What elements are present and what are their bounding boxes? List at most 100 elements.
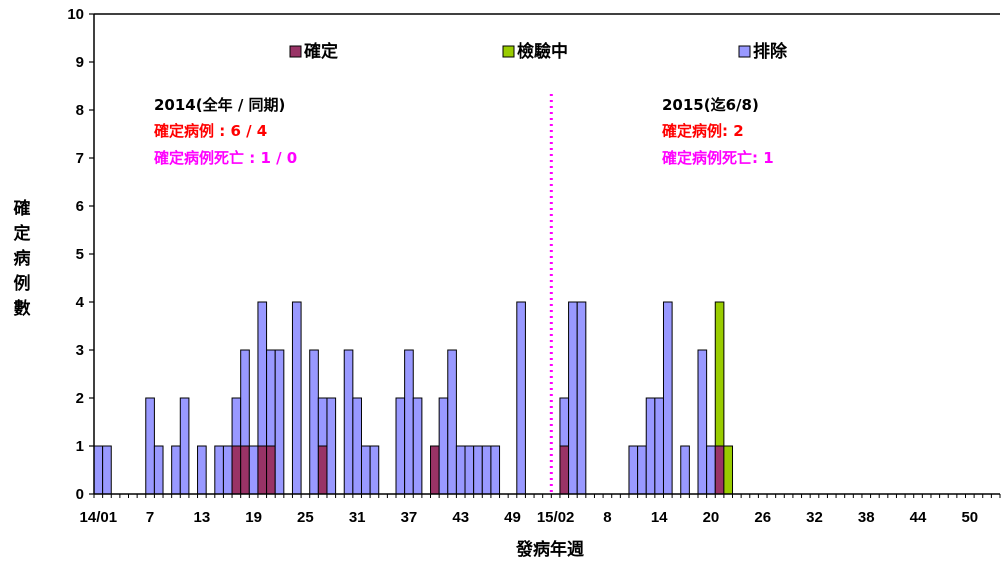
annotation-2014: 2014(全年 / 同期) 確定病例 : 6 / 4 確定病例死亡 : 1 / … <box>153 96 297 167</box>
y-tick-label: 4 <box>76 294 85 311</box>
bar-2015-w14-2 <box>662 301 673 495</box>
y-axis-title: 確定病例數 <box>14 198 31 319</box>
bar-2014-w46-2 <box>481 445 492 495</box>
bar-2014-w26-2 <box>309 349 319 495</box>
x-tick-label: 31 <box>349 509 366 526</box>
bar-2014-w20-0 <box>257 445 268 495</box>
bar-2014-w32-2 <box>360 445 371 495</box>
bar-2014-w16-2 <box>222 445 233 495</box>
bar-2015-w13-2 <box>654 397 664 495</box>
legend-label-confirmed: 確定 <box>304 41 338 62</box>
y-tick-labels: 0 1 2 3 4 5 6 7 8 9 10 <box>67 6 84 503</box>
bar-2014-w18-0 <box>240 445 250 495</box>
bar-2014-w17-2 <box>231 397 242 447</box>
annotation-2014-deaths: 確定病例死亡 : 1 / 0 <box>153 149 297 167</box>
bars-layer <box>93 301 734 495</box>
bar-2015-w16-2 <box>680 445 690 495</box>
legend-swatch-testing <box>502 45 515 58</box>
y-axis-title-char: 病 <box>14 248 31 269</box>
bar-2014-w38-2 <box>412 397 423 495</box>
y-tick-label: 9 <box>76 54 84 71</box>
bar-2015-w2-0 <box>559 445 570 495</box>
bar-2014-w47-2 <box>490 445 501 495</box>
bar-2014-w2-2 <box>102 445 112 495</box>
bar-2014-w18-2 <box>240 349 250 447</box>
bar-2015-w20-0 <box>714 445 725 495</box>
bar-2015-w2-2 <box>559 397 570 447</box>
bar-2014-w15-2 <box>214 445 224 495</box>
bar-2014-w1-2 <box>93 445 104 495</box>
bar-2014-w7-2 <box>145 397 155 495</box>
bar-2014-w20-2 <box>257 301 268 447</box>
y-axis-title-char: 例 <box>14 273 31 294</box>
y-tick-label: 2 <box>76 390 84 407</box>
bar-2015-w18-2 <box>697 349 708 495</box>
bar-2014-w31-2 <box>352 397 362 495</box>
bar-2014-w36-2 <box>395 397 406 495</box>
x-tick-label: 44 <box>910 509 927 526</box>
y-tick-label: 8 <box>76 102 84 119</box>
bar-2014-w50-2 <box>516 301 526 495</box>
bar-2014-w10-2 <box>171 445 181 495</box>
bar-2014-w24-2 <box>291 301 302 495</box>
x-tick-label: 7 <box>146 509 154 526</box>
x-tick-label: 32 <box>806 509 823 526</box>
bar-2014-w40-0 <box>430 445 440 495</box>
x-tick-label: 26 <box>754 509 771 526</box>
bar-2014-w45-2 <box>473 445 483 495</box>
x-axis-title: 發病年週 <box>515 539 584 560</box>
bar-2014-w30-2 <box>343 349 354 495</box>
y-tick-label: 7 <box>76 150 84 167</box>
bar-2014-w43-2 <box>455 445 466 495</box>
bar-2014-w11-2 <box>179 397 190 495</box>
bar-2014-w42-2 <box>447 349 457 495</box>
legend-label-testing: 檢驗中 <box>517 41 568 62</box>
bar-2014-w27-0 <box>317 445 328 495</box>
y-axis-title-char: 定 <box>14 223 31 244</box>
bar-2014-w28-2 <box>326 397 337 495</box>
bar-2015-w12-2 <box>645 397 656 495</box>
x-tick-label: 20 <box>703 509 720 526</box>
x-tick-label: 14 <box>651 509 668 526</box>
x-tick-label: 19 <box>245 509 262 526</box>
x-tick-label: 37 <box>401 509 418 526</box>
bar-2014-w33-2 <box>369 445 380 495</box>
y-tick-label: 6 <box>76 198 84 215</box>
annotation-2015: 2015(迄6/8) 確定病例: 2 確定病例死亡: 1 <box>661 96 774 167</box>
bar-2015-w19-2 <box>706 445 716 495</box>
bar-2014-w41-2 <box>438 397 449 495</box>
bar-2014-w8-2 <box>153 445 164 495</box>
bar-2015-w4-2 <box>576 301 587 495</box>
x-tick-label: 49 <box>504 509 521 526</box>
legend-label-excluded: 排除 <box>753 41 788 62</box>
annotation-2015-heading: 2015(迄6/8) <box>662 96 759 114</box>
bar-2015-w21-1 <box>723 445 734 495</box>
legend: 確定 檢驗中 排除 <box>289 41 788 62</box>
annotation-2014-heading: 2014(全年 / 同期) <box>154 96 285 114</box>
x-tick-label: 8 <box>603 509 611 526</box>
bar-2014-w44-2 <box>464 445 475 495</box>
annotation-2015-deaths: 確定病例死亡: 1 <box>661 149 774 167</box>
bar-2014-w19-2 <box>248 445 259 495</box>
bar-2015-w11-2 <box>637 445 647 495</box>
bar-2014-w22-2 <box>274 349 285 495</box>
x-tick-label: 38 <box>858 509 875 526</box>
x-tick-label: 50 <box>961 509 978 526</box>
x-tick-label: 25 <box>297 509 314 526</box>
y-tick-label: 5 <box>76 246 84 263</box>
x-tick-label: 15/02 <box>537 509 575 526</box>
annotation-2015-confirmed: 確定病例: 2 <box>661 122 744 140</box>
annotation-2014-confirmed: 確定病例 : 6 / 4 <box>153 122 267 140</box>
bar-2014-w21-2 <box>266 349 276 447</box>
x-tick-label: 14/01 <box>80 509 118 526</box>
x-tick-label: 43 <box>452 509 469 526</box>
axes-layer <box>89 13 1001 498</box>
y-tick-label: 0 <box>76 486 84 503</box>
bar-2014-w13-2 <box>197 445 207 495</box>
bar-2015-w20-1 <box>714 301 725 447</box>
x-tick-label: 13 <box>194 509 211 526</box>
bar-2014-w17-0 <box>231 445 242 495</box>
bar-2014-w21-0 <box>266 445 276 495</box>
x-tick-labels: 14/01 7 13 19 25 31 37 43 49 15/02 8 14 20 26 32 38 44 50 <box>80 509 979 526</box>
